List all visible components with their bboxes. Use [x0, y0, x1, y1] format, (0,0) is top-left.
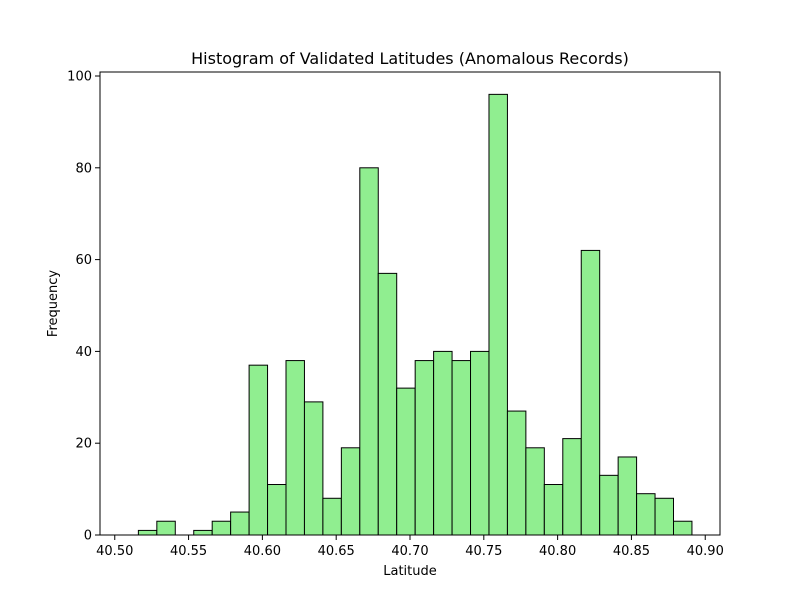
histogram-bar [377, 272, 398, 536]
histogram-bar [543, 484, 564, 536]
y-tick-label: 80 [75, 161, 92, 176]
y-tick-label: 100 [67, 70, 92, 85]
x-tick-label: 40.55 [170, 544, 207, 559]
x-tick-label: 40.85 [613, 544, 650, 559]
histogram-bar [137, 529, 158, 536]
y-tick-label: 60 [75, 253, 92, 268]
histogram-bar [506, 410, 527, 536]
histogram-bar [580, 249, 601, 536]
y-axis-label: Frequency [46, 270, 61, 337]
histogram-bar [211, 520, 232, 536]
histogram-bar [359, 167, 379, 536]
x-axis-label: Latitude [383, 564, 437, 579]
histogram-bar [267, 484, 287, 536]
histogram-bar [322, 497, 342, 536]
histogram-bar [636, 493, 656, 536]
plot-area-frame [99, 71, 721, 536]
x-tick-label: 40.70 [391, 544, 428, 559]
histogram-bar [303, 401, 324, 536]
histogram-bar [340, 447, 361, 536]
histogram-bar [673, 520, 693, 536]
histogram-bar [599, 474, 619, 536]
y-tick-label: 40 [75, 345, 92, 360]
histogram-bar [654, 497, 674, 536]
histogram-bar [451, 360, 472, 536]
x-tick-label: 40.80 [539, 544, 576, 559]
histogram-bar [470, 350, 490, 536]
histogram-bar [414, 360, 435, 536]
chart-title: Histogram of Validated Latitudes (Anomal… [191, 49, 629, 68]
y-tick-label: 20 [75, 437, 92, 452]
x-tick-label: 40.50 [96, 544, 133, 559]
histogram-bar [433, 350, 453, 536]
x-axis-ticks: 40.50 40.55 40.60 40.65 40.70 40.75 40.80 40.85… [96, 535, 724, 559]
histogram-bar [156, 520, 176, 536]
histogram-bar [248, 364, 269, 536]
histogram-bar [488, 93, 508, 536]
bars-group [137, 93, 693, 536]
histogram-bar [525, 447, 545, 536]
y-axis-ticks: 0 20 40 60 80 100 [67, 70, 100, 544]
histogram-bar [285, 360, 305, 536]
x-tick-label: 40.65 [318, 544, 355, 559]
histogram-bar [396, 387, 416, 536]
x-tick-label: 40.75 [465, 544, 502, 559]
histogram-bar [562, 438, 582, 536]
x-tick-label: 40.60 [244, 544, 281, 559]
histogram-bar [617, 456, 638, 536]
histogram-bar [193, 529, 213, 536]
y-tick-label: 0 [84, 529, 92, 544]
x-tick-label: 40.90 [687, 544, 724, 559]
histogram-bar [230, 511, 250, 536]
